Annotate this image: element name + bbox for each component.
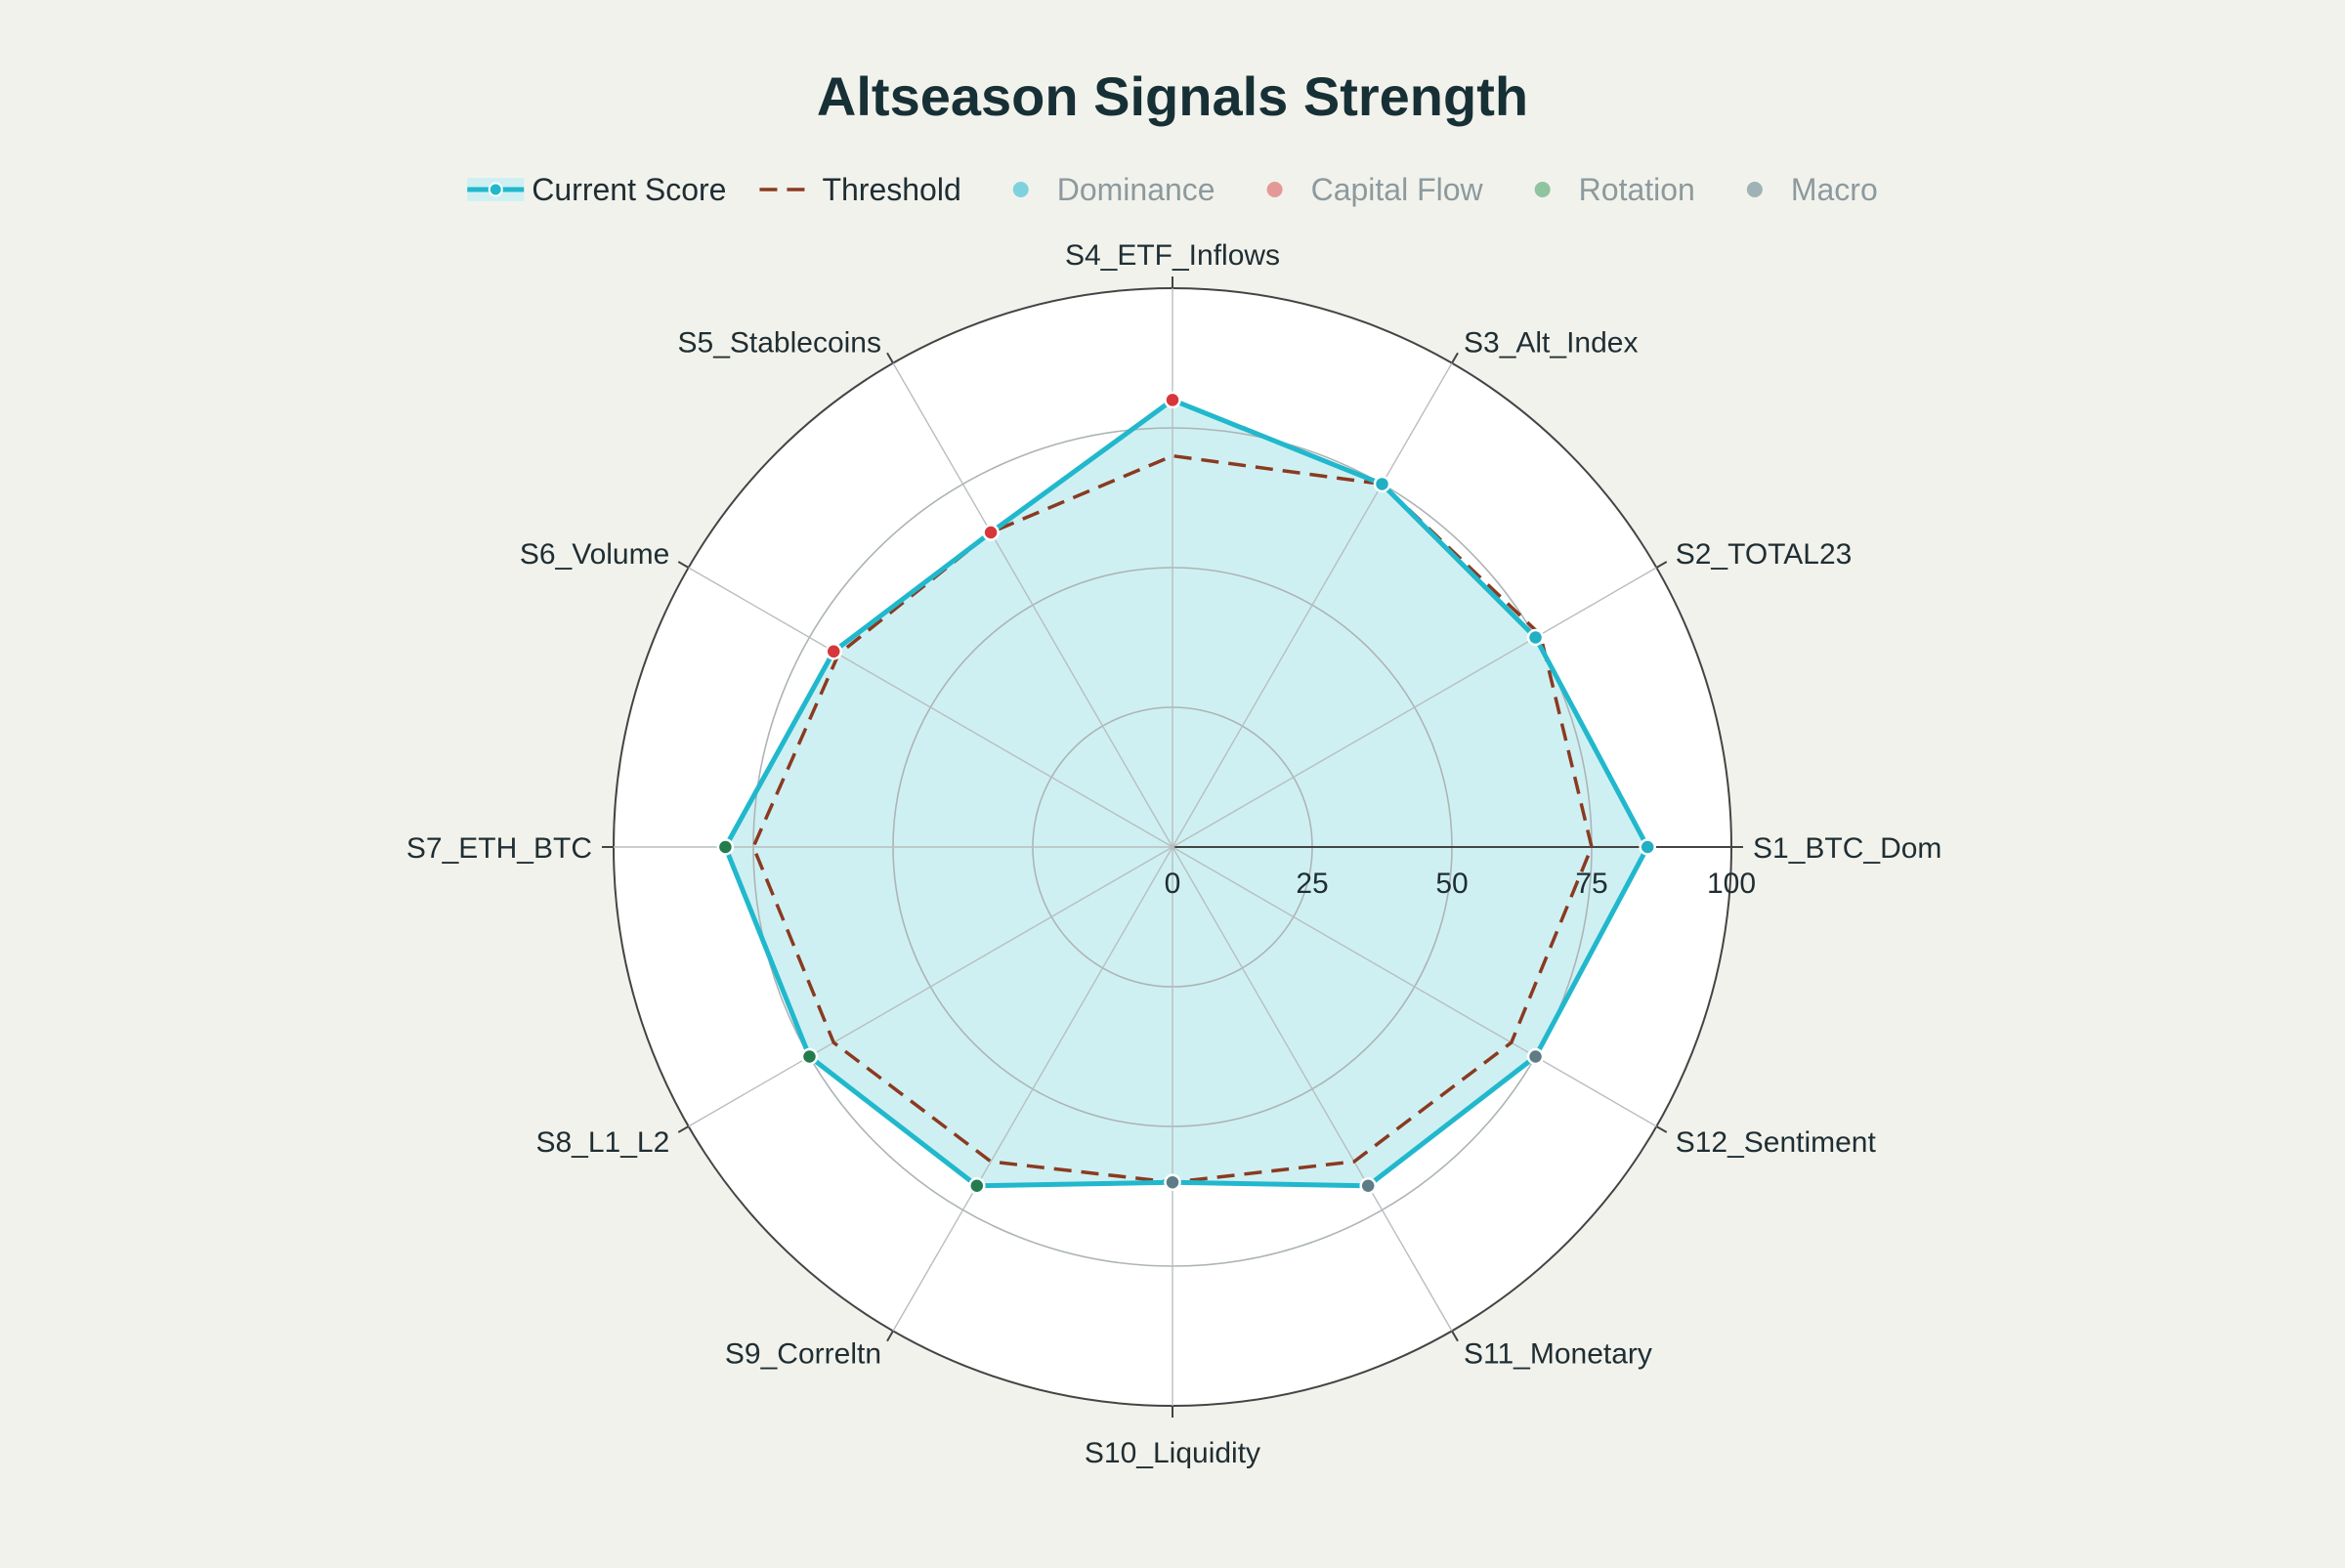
axis-label-S3_Alt_Index: S3_Alt_Index (1464, 326, 1638, 359)
spoke-S3_Alt_Index (1172, 362, 1453, 848)
angular-tick-S6_Volume (677, 561, 690, 569)
legend-label: Rotation (1579, 172, 1695, 207)
radial-tick-label: 0 (1165, 868, 1181, 900)
spoke-S9_Correltn (892, 846, 1173, 1332)
data-point-S8_L1_L2 (800, 1047, 819, 1066)
chart-title: Altseason Signals Strength (817, 65, 1528, 127)
data-point-S7_ETH_BTC (716, 838, 735, 856)
axis-label-S2_TOTAL23: S2_TOTAL23 (1676, 538, 1853, 571)
spoke-S12_Sentiment (1172, 846, 1657, 1127)
axis-label-S8_L1_L2: S8_L1_L2 (535, 1126, 669, 1159)
legend-label: Current Score (532, 172, 726, 207)
angular-tick-S2_TOTAL23 (1655, 561, 1668, 569)
data-point-S3_Alt_Index (1373, 475, 1391, 493)
legend-swatch-dot (1534, 182, 1551, 197)
radial-tick-label: 50 (1435, 868, 1468, 900)
data-point-S11_Monetary (1359, 1177, 1377, 1195)
legend-label: Threshold (822, 172, 960, 207)
axis-label-S11_Monetary: S11_Monetary (1464, 1338, 1652, 1371)
axis-label-S6_Volume: S6_Volume (520, 538, 669, 571)
axis-label-S1_BTC_Dom: S1_BTC_Dom (1753, 832, 1941, 865)
axis-label-S4_ETF_Inflows: S4_ETF_Inflows (1065, 239, 1280, 272)
axis-label-S5_Stablecoins: S5_Stablecoins (678, 326, 881, 359)
spoke-S5_Stablecoins (892, 362, 1173, 848)
legend-item-capital-flow: Capital Flow (1266, 172, 1484, 207)
legend-label: Macro (1791, 172, 1878, 207)
legend-item-threshold: Threshold (759, 172, 961, 207)
spoke-S6_Volume (688, 567, 1173, 848)
data-point-S4_ETF_Inflows (1164, 391, 1181, 409)
angular-tick-S9_Correltn (886, 1330, 894, 1342)
axis-label-S9_Correltn: S9_Correltn (725, 1338, 881, 1371)
angular-tick-S12_Sentiment (1655, 1125, 1668, 1133)
spoke-S11_Monetary (1172, 846, 1453, 1332)
angular-tick-S8_L1_L2 (677, 1125, 690, 1133)
data-point-S9_Correltn (968, 1177, 986, 1195)
radial-tick-label: 25 (1296, 868, 1328, 900)
legend-swatch-marker (488, 182, 503, 197)
axis-label-S12_Sentiment: S12_Sentiment (1676, 1126, 1877, 1159)
axis-label-S10_Liquidity: S10_Liquidity (1085, 1437, 1260, 1469)
axis-label-S7_ETH_BTC: S7_ETH_BTC (406, 832, 592, 865)
angular-tick-S11_Monetary (1451, 1330, 1459, 1342)
data-point-S1_BTC_Dom (1639, 838, 1656, 856)
angular-tick-S3_Alt_Index (1451, 352, 1459, 364)
spoke-S8_L1_L2 (688, 846, 1173, 1127)
radial-tick-label: 100 (1707, 868, 1756, 900)
legend-swatch-dot (1012, 182, 1029, 197)
data-point-S10_Liquidity (1164, 1173, 1181, 1191)
legend-item-macro: Macro (1746, 172, 1878, 207)
data-point-S6_Volume (825, 643, 842, 660)
legend-swatch-dot (1746, 182, 1763, 197)
legend-item-dominance: Dominance (1012, 172, 1215, 207)
data-point-S5_Stablecoins (982, 524, 1000, 541)
legend-label: Dominance (1057, 172, 1215, 207)
current-score-area (725, 400, 1648, 1186)
legend-swatch-dot (1266, 182, 1283, 197)
legend-label: Capital Flow (1311, 172, 1484, 207)
radial-tick-label: 75 (1575, 868, 1607, 900)
threshold-line (751, 453, 1594, 1184)
spoke-S2_TOTAL23 (1172, 567, 1657, 848)
legend: Current Score Threshold Dominance Capital F… (467, 172, 1878, 207)
legend-item-rotation: Rotation (1534, 172, 1695, 207)
data-point-S2_TOTAL23 (1526, 628, 1545, 647)
data-point-S12_Sentiment (1526, 1047, 1545, 1066)
angular-tick-S5_Stablecoins (886, 352, 894, 364)
legend-item-current-score: Current Score (467, 172, 726, 207)
